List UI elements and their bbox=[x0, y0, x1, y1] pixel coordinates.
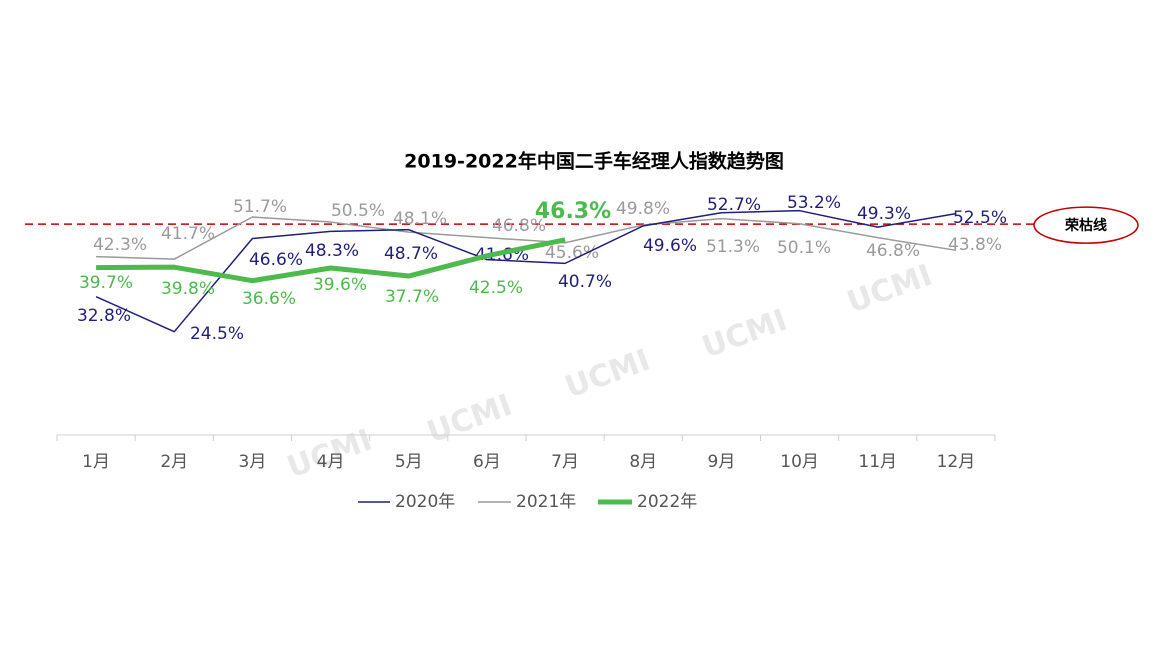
data-label: 39.8% bbox=[161, 279, 215, 299]
series-line bbox=[96, 216, 957, 260]
x-tick-label: 7月 bbox=[551, 452, 579, 472]
data-label: 46.8% bbox=[866, 241, 920, 261]
data-label: 24.5% bbox=[190, 324, 244, 344]
data-label: 39.7% bbox=[79, 273, 133, 293]
data-label: 49.8% bbox=[616, 199, 670, 219]
data-label: 32.8% bbox=[77, 306, 131, 326]
chart-title: 2019-2022年中国二手车经理人指数趋势图 bbox=[404, 150, 784, 173]
data-label: 43.8% bbox=[948, 235, 1002, 255]
data-label: 49.3% bbox=[857, 204, 911, 224]
data-label: 48.1% bbox=[393, 209, 447, 229]
series-line bbox=[96, 237, 566, 284]
x-tick-label: 9月 bbox=[708, 452, 736, 472]
data-label: 46.8% bbox=[492, 216, 546, 236]
legend-label: 2021年 bbox=[516, 492, 576, 512]
x-tick-label: 12月 bbox=[937, 452, 976, 472]
data-label: 39.6% bbox=[313, 275, 367, 295]
watermark: UCMI bbox=[561, 343, 655, 406]
data-label: 50.5% bbox=[331, 201, 385, 221]
x-tick-label: 8月 bbox=[629, 452, 657, 472]
x-tick-label: 11月 bbox=[858, 452, 897, 472]
data-label: 41.7% bbox=[161, 224, 215, 244]
data-label: 53.2% bbox=[787, 193, 841, 213]
reference-badge bbox=[1033, 206, 1139, 244]
watermark: UCMI bbox=[423, 388, 517, 451]
x-tick-label: 5月 bbox=[395, 452, 423, 472]
legend-label: 2020年 bbox=[395, 492, 455, 512]
data-label: 48.7% bbox=[384, 244, 438, 264]
data-label: 37.7% bbox=[385, 287, 439, 307]
data-label: 46.6% bbox=[249, 250, 303, 270]
data-label: 42.3% bbox=[93, 235, 147, 255]
reference-label: 荣枯线 bbox=[1064, 217, 1107, 234]
data-label: 51.7% bbox=[233, 197, 287, 217]
x-tick-label: 2月 bbox=[160, 452, 188, 472]
x-tick-label: 6月 bbox=[473, 452, 501, 472]
data-label: 52.7% bbox=[707, 195, 761, 215]
data-label: 49.6% bbox=[643, 236, 697, 256]
x-tick-label: 4月 bbox=[317, 452, 345, 472]
series-line bbox=[95, 209, 957, 333]
data-label: 50.1% bbox=[777, 238, 831, 258]
data-label: 46.3% bbox=[535, 199, 611, 224]
data-label: 36.6% bbox=[242, 289, 296, 309]
legend-label: 2022年 bbox=[637, 492, 697, 512]
data-label: 45.6% bbox=[545, 243, 599, 263]
data-label: 42.5% bbox=[469, 278, 523, 298]
data-label: 48.3% bbox=[305, 241, 359, 261]
watermark: UCMI bbox=[843, 258, 937, 321]
x-tick-label: 3月 bbox=[239, 452, 267, 472]
x-tick-label: 1月 bbox=[82, 452, 110, 472]
data-label: 40.7% bbox=[558, 272, 612, 292]
data-label: 52.5% bbox=[953, 208, 1007, 228]
watermark: UCMI bbox=[698, 303, 792, 366]
x-tick-label: 10月 bbox=[780, 452, 819, 472]
data-label: 51.3% bbox=[706, 237, 760, 257]
